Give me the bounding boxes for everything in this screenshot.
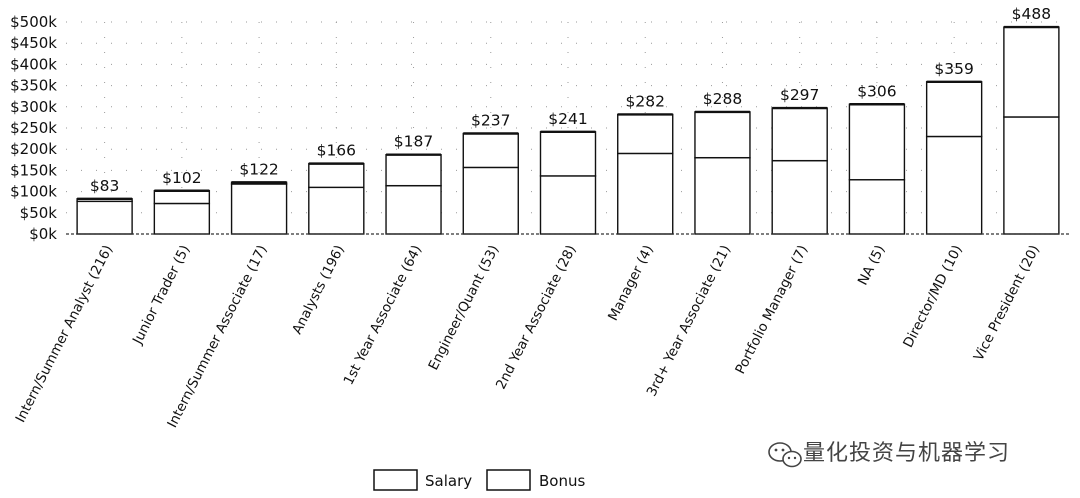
watermark: 量化投资与机器学习 <box>768 441 1010 468</box>
bar-bonus <box>153 190 211 205</box>
y-tick-label: $400k <box>10 55 57 73</box>
bar-salary <box>462 166 519 235</box>
y-tick-label: $0k <box>29 225 57 243</box>
total-label: $102 <box>162 169 201 187</box>
bar-bonus <box>694 111 751 159</box>
total-labels: $83 $102 $122 $166 $187 $237 $241 $282 $288 $297 $… <box>90 5 1051 195</box>
watermark-text: 量化投资与机器学习 <box>803 441 1010 466</box>
total-label: $241 <box>548 110 587 128</box>
bar-bonus <box>925 81 983 138</box>
x-tick-label: Portfolio Manager (7) <box>732 243 811 377</box>
bar-bonus <box>771 107 828 162</box>
x-axis: Intern/Summer Analyst (216) Junior Trader… <box>13 233 1070 430</box>
legend-swatch-bonus <box>486 469 531 491</box>
x-tick-label: Vice President (20) <box>971 243 1043 364</box>
y-tick-label: $350k <box>10 77 57 95</box>
y-tick-label: $150k <box>10 161 57 179</box>
bar-salary <box>230 183 288 235</box>
bar-salary <box>539 175 597 235</box>
x-tick-label: Intern/Summer Analyst (216) <box>13 243 117 426</box>
y-tick-label: $250k <box>10 119 57 137</box>
bar-salary <box>76 200 133 235</box>
y-tick-label: $500k <box>10 13 57 31</box>
total-label: $282 <box>626 92 665 110</box>
total-label: $237 <box>471 112 510 130</box>
y-tick-label: $100k <box>10 183 57 201</box>
y-tick-label: $200k <box>10 140 57 158</box>
bar-bonus <box>848 103 906 181</box>
bar-salary <box>925 135 983 235</box>
x-tick-label: Director/MD (10) <box>900 243 965 351</box>
total-label: $488 <box>1012 5 1051 23</box>
wechat-icon <box>768 442 802 468</box>
x-tick-label: 3rd+ Year Associate (21) <box>644 243 734 400</box>
total-label: $83 <box>90 177 120 195</box>
total-label: $297 <box>780 86 819 104</box>
bar-bonus <box>539 131 597 177</box>
legend-label-bonus: Bonus <box>539 472 585 490</box>
bar-salary <box>385 184 442 235</box>
x-tick-label: 1st Year Associate (64) <box>341 243 425 388</box>
x-tick-label: Engineer/Quant (53) <box>425 243 502 373</box>
total-label: $166 <box>317 142 356 160</box>
legend: Salary Bonus <box>373 469 585 491</box>
bar-bonus <box>385 154 442 187</box>
y-axis: $0k $50k $100k $150k $200k $250k $300k $350k $40… <box>10 13 57 243</box>
y-tick-label: $450k <box>10 34 57 52</box>
bar-salary <box>153 202 211 235</box>
x-tick-label: Manager (4) <box>605 243 657 324</box>
legend-swatch-salary <box>373 469 418 491</box>
legend-label-salary: Salary <box>425 472 472 490</box>
bar-salary <box>617 152 674 235</box>
bar-bonus <box>617 113 674 155</box>
x-tick-label: Junior Trader (5) <box>129 243 193 348</box>
total-label: $359 <box>934 60 973 78</box>
x-tick-label: 2nd Year Associate (28) <box>493 243 580 392</box>
x-tick-label: NA (5) <box>855 243 889 288</box>
total-label: $122 <box>239 160 278 178</box>
total-label: $288 <box>703 90 742 108</box>
bar-salary <box>848 179 906 235</box>
total-label: $187 <box>394 133 433 151</box>
bar-bonus <box>1003 26 1060 118</box>
bar-salary <box>771 159 828 235</box>
bar-salary <box>1003 116 1060 235</box>
y-tick-label: $300k <box>10 98 57 116</box>
bar-bonus <box>462 132 519 169</box>
x-tick-label: Analysts (196) <box>289 243 348 337</box>
bar-bonus <box>308 162 365 189</box>
bars <box>76 25 1060 235</box>
total-label: $306 <box>857 82 896 100</box>
y-tick-label: $50k <box>20 204 58 222</box>
bar-salary <box>694 156 751 235</box>
bar-salary <box>308 186 365 235</box>
